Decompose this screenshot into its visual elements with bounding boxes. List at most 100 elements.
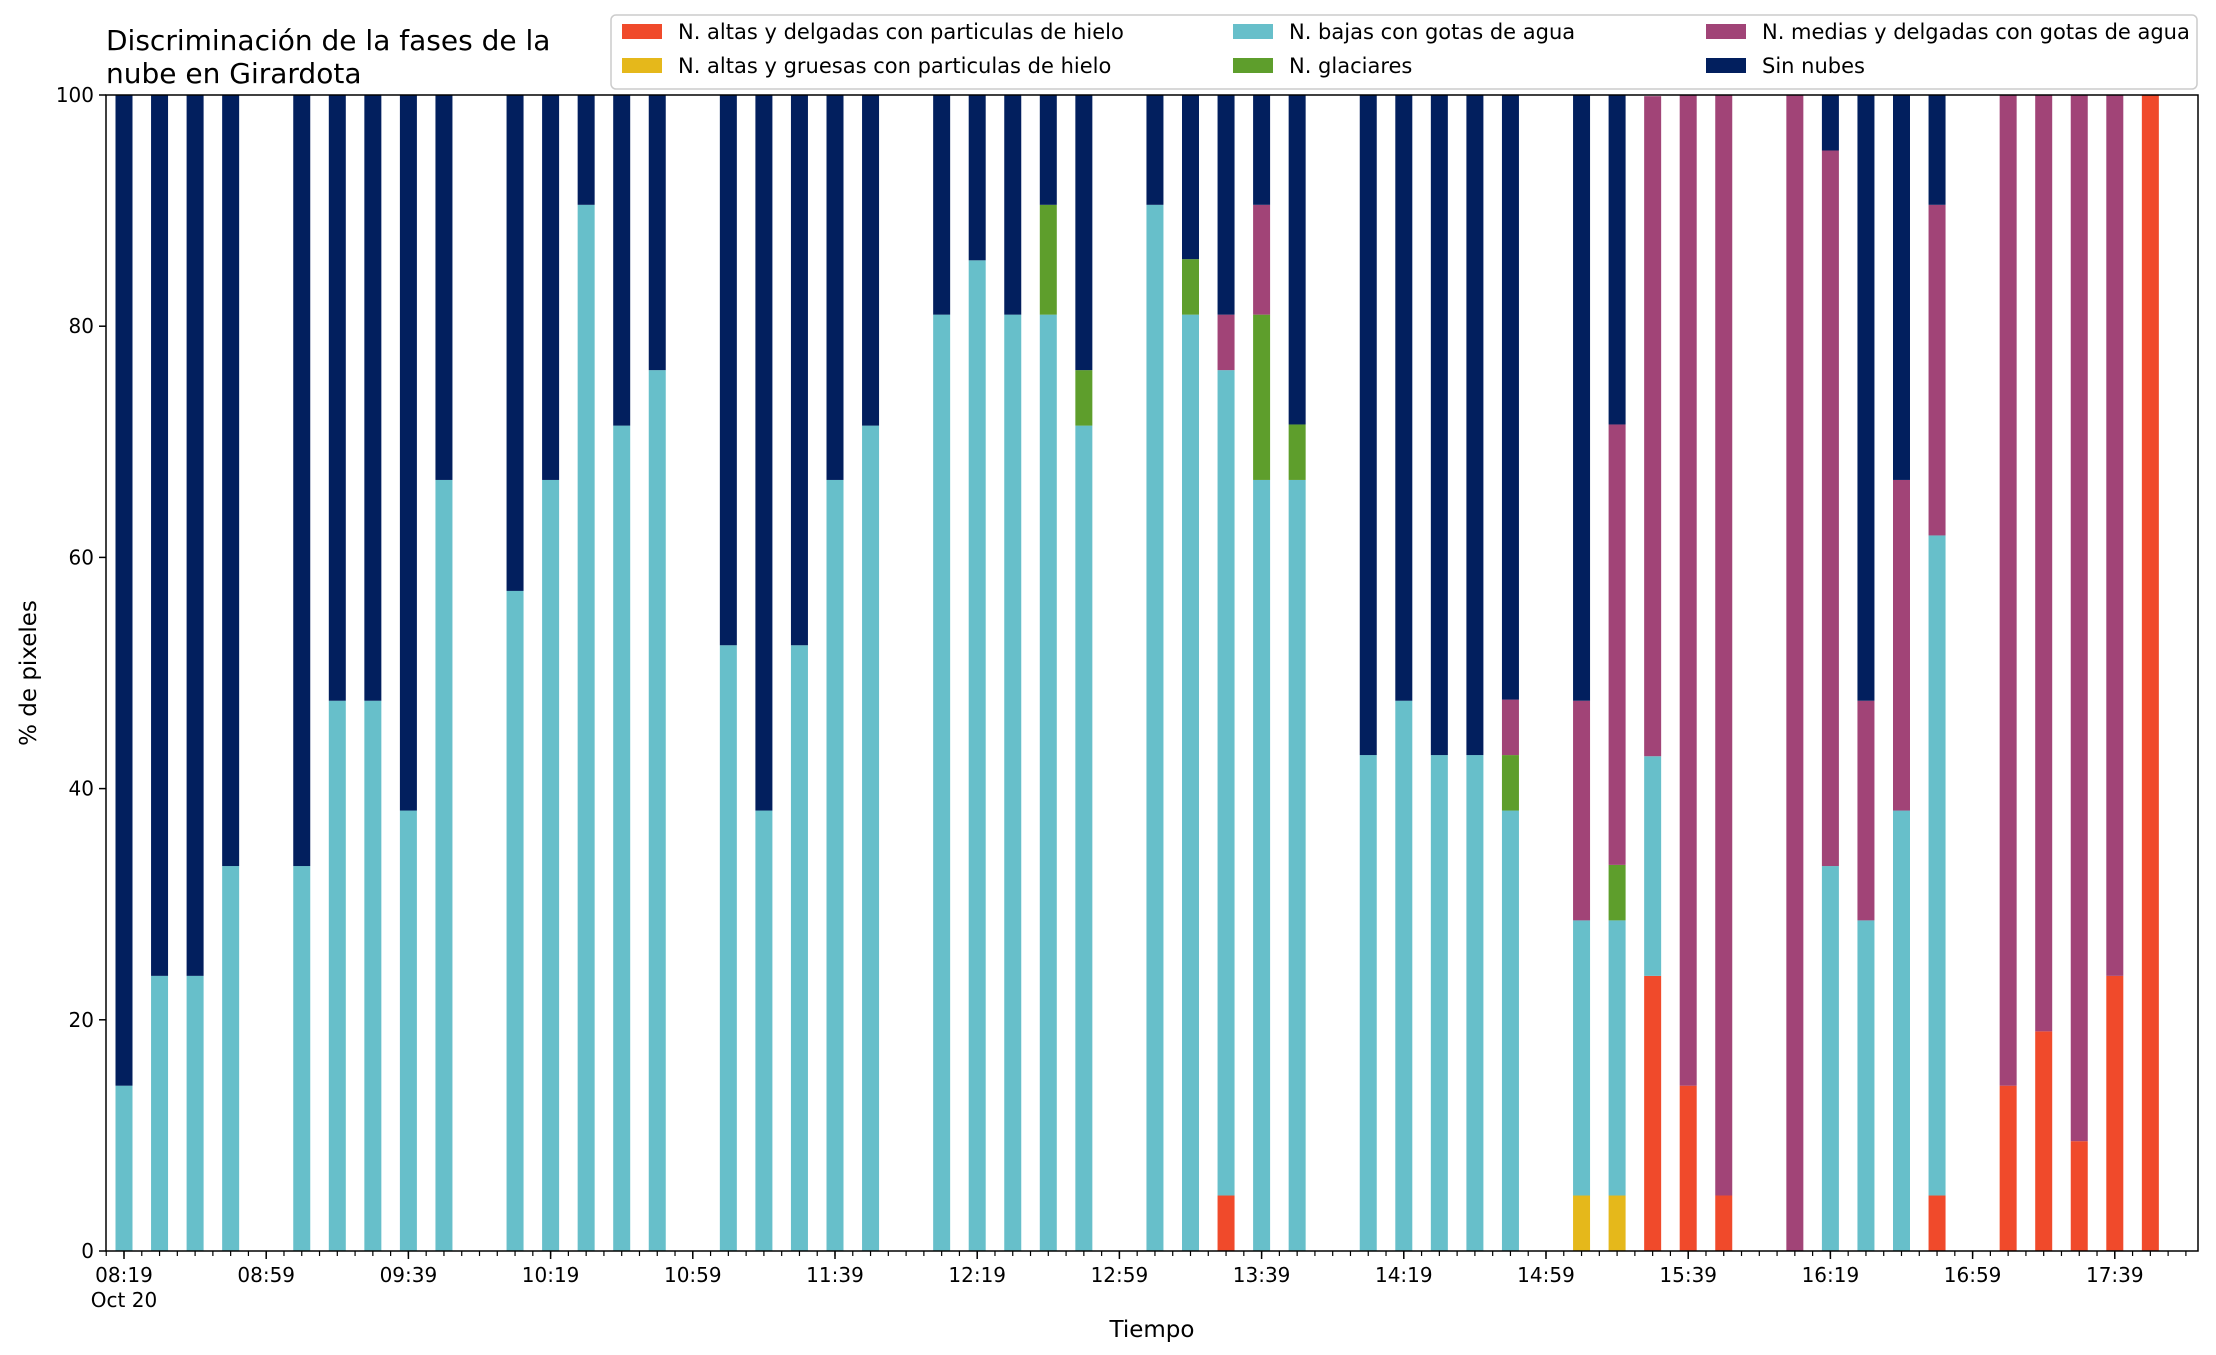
bar-segment-24-2: [968, 260, 986, 1252]
y-tick-label-3: 60: [69, 545, 94, 569]
bar-segment-15-5: [648, 95, 666, 371]
legend-label-3: N. glaciares: [1289, 54, 1412, 78]
bar-segment-39-3: [1501, 755, 1519, 811]
bar-segment-29-5: [1146, 95, 1164, 205]
bars-group: [115, 95, 2159, 1252]
legend-swatch-0: [622, 24, 662, 39]
y-tick-label-5: 100: [56, 83, 94, 107]
bar-segment-41-4: [1573, 700, 1591, 921]
bar-segment-48-4: [1821, 150, 1839, 867]
bar-segment-14-5: [613, 95, 631, 426]
bar-segment-29-2: [1146, 204, 1164, 1251]
chart-title-line-1: Discriminación de la fases de la: [106, 24, 550, 57]
bar-segment-13-2: [577, 204, 595, 1251]
bar-segment-43-0: [1644, 975, 1662, 1251]
bar-segment-30-5: [1182, 95, 1199, 260]
bar-segment-20-2: [826, 479, 844, 1251]
y-tick-label-4: 80: [69, 314, 94, 338]
bar-segment-32-2: [1253, 479, 1271, 1251]
bar-segment-39-2: [1501, 810, 1519, 1251]
bar-segment-1-2: [151, 975, 169, 1251]
x-tick-label-14: 17:39: [2086, 1263, 2144, 1287]
bar-segment-36-2: [1395, 700, 1413, 1251]
bar-segment-56-4: [2106, 95, 2124, 976]
bar-segment-36-5: [1395, 95, 1413, 701]
bar-segment-9-5: [435, 95, 453, 480]
bar-segment-43-2: [1644, 756, 1662, 976]
y-tick-label-1: 20: [69, 1008, 94, 1032]
legend-label-4: N. medias y delgadas con gotas de agua: [1762, 20, 2190, 44]
bar-segment-47-4: [1786, 95, 1804, 1251]
y-tick-label-2: 40: [69, 777, 94, 801]
bar-segment-18-2: [755, 810, 773, 1251]
bar-segment-55-0: [2070, 1141, 2088, 1251]
bar-segment-32-3: [1253, 314, 1271, 480]
bar-segment-5-5: [293, 95, 311, 867]
legend-label-2: N. bajas con gotas de agua: [1289, 20, 1575, 44]
bar-segment-7-2: [364, 700, 382, 1251]
bar-segment-39-4: [1501, 699, 1519, 756]
bar-segment-19-2: [790, 645, 808, 1251]
bar-segment-26-5: [1039, 95, 1057, 205]
legend-swatch-1: [622, 58, 662, 73]
bar-segment-12-5: [542, 95, 560, 480]
bar-segment-2-5: [186, 95, 204, 976]
bar-segment-31-4: [1217, 314, 1235, 371]
bar-segment-43-4: [1644, 96, 1662, 757]
bar-segment-45-4: [1715, 95, 1733, 1196]
legend-swatch-4: [1706, 24, 1746, 39]
bar-segment-51-4: [1928, 204, 1946, 536]
y-axis-label: % de pixeles: [16, 600, 42, 746]
bar-segment-30-3: [1182, 259, 1199, 315]
bar-segment-41-5: [1573, 95, 1591, 701]
x-tick-label-1: 08:59: [237, 1263, 295, 1287]
bar-segment-14-2: [613, 425, 631, 1252]
bar-segment-38-2: [1466, 755, 1484, 1251]
bar-segment-44-4: [1679, 95, 1697, 1086]
bar-segment-15-2: [648, 370, 666, 1251]
bar-segment-45-0: [1715, 1195, 1733, 1251]
bar-segment-5-2: [293, 866, 311, 1251]
x-tick-label-0: 08:19: [95, 1263, 153, 1287]
bar-segment-55-4: [2070, 95, 2088, 1142]
bar-segment-0-5: [115, 95, 133, 1086]
bar-segment-31-0: [1217, 1195, 1235, 1251]
bar-segment-50-5: [1893, 95, 1910, 480]
bar-segment-49-4: [1857, 700, 1875, 921]
legend-label-1: N. altas y gruesas con particulas de hie…: [678, 54, 1111, 78]
bar-segment-19-5: [790, 95, 808, 646]
bar-segment-53-4: [1999, 95, 2017, 1086]
bar-segment-42-1: [1608, 1195, 1626, 1251]
bar-segment-26-3: [1039, 204, 1057, 315]
bar-segment-33-5: [1288, 95, 1306, 425]
x-tick-label-2: 09:39: [380, 1263, 438, 1287]
bar-segment-50-4: [1893, 479, 1910, 811]
x-tick-label-5: 11:39: [806, 1263, 864, 1287]
bar-segment-37-2: [1430, 755, 1448, 1251]
bar-segment-27-2: [1075, 425, 1093, 1252]
bar-segment-24-5: [968, 95, 986, 261]
bar-segment-8-2: [399, 810, 417, 1251]
bar-segment-1-5: [151, 95, 169, 976]
x-tick-label-6: 12:19: [948, 1263, 1006, 1287]
legend-swatch-5: [1706, 58, 1746, 73]
bar-segment-48-5: [1821, 95, 1839, 151]
bar-segment-3-2: [222, 866, 240, 1251]
x-tick-label-13: 16:59: [1944, 1263, 2002, 1287]
bar-segment-17-2: [719, 645, 737, 1251]
bar-segment-50-2: [1893, 810, 1910, 1251]
legend-box: [610, 14, 2198, 90]
bar-segment-33-3: [1288, 424, 1306, 480]
bar-segment-41-1: [1573, 1195, 1591, 1251]
bar-segment-51-2: [1928, 535, 1946, 1196]
bar-segment-35-2: [1359, 755, 1377, 1251]
bar-segment-57-0: [2141, 95, 2159, 1251]
x-tick-label-3: 10:19: [522, 1263, 580, 1287]
bar-segment-32-5: [1253, 95, 1271, 205]
bar-segment-21-2: [862, 425, 880, 1252]
bar-segment-25-2: [1004, 314, 1022, 1251]
bar-segment-7-5: [364, 95, 382, 701]
bar-segment-42-5: [1608, 95, 1626, 425]
